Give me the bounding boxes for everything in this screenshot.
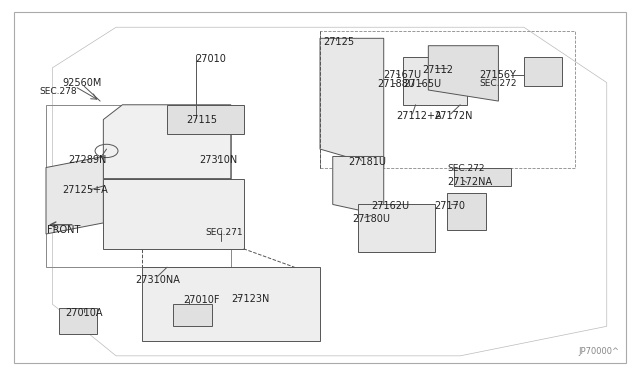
Text: 27156Y: 27156Y <box>479 70 516 80</box>
Text: 27172N: 27172N <box>435 111 473 121</box>
Polygon shape <box>333 157 384 215</box>
Text: 27010: 27010 <box>196 54 227 64</box>
Polygon shape <box>103 179 244 249</box>
Text: SEC.271: SEC.271 <box>205 228 243 237</box>
Text: JP70000^: JP70000^ <box>579 347 620 356</box>
Text: 27172NA: 27172NA <box>447 177 493 187</box>
Polygon shape <box>46 157 103 234</box>
Text: FRONT: FRONT <box>47 225 81 235</box>
Text: 27181U: 27181U <box>349 157 387 167</box>
Text: 27310N: 27310N <box>199 155 237 165</box>
Text: 27310NA: 27310NA <box>135 275 180 285</box>
Text: 27010A: 27010A <box>65 308 102 318</box>
Polygon shape <box>403 57 467 105</box>
Text: 27165U: 27165U <box>403 80 441 89</box>
Polygon shape <box>103 105 231 179</box>
Polygon shape <box>59 308 97 334</box>
Text: 27125+A: 27125+A <box>62 185 108 195</box>
Polygon shape <box>320 38 384 167</box>
Text: SEC.272: SEC.272 <box>479 79 517 88</box>
Polygon shape <box>173 304 212 326</box>
Text: SEC.278: SEC.278 <box>40 87 77 96</box>
Text: 27170: 27170 <box>435 201 466 211</box>
Text: 27112: 27112 <box>422 65 453 75</box>
Text: 27112+A: 27112+A <box>396 111 442 121</box>
Polygon shape <box>447 193 486 230</box>
Polygon shape <box>141 267 320 341</box>
Polygon shape <box>428 46 499 101</box>
Polygon shape <box>358 205 435 253</box>
Text: 92560M: 92560M <box>62 78 101 88</box>
Text: 27188U: 27188U <box>378 80 415 89</box>
Text: SEC.272: SEC.272 <box>447 164 485 173</box>
Text: 27180U: 27180U <box>352 214 390 224</box>
Text: 27123N: 27123N <box>231 294 269 304</box>
Polygon shape <box>524 57 562 86</box>
Text: 27162U: 27162U <box>371 201 409 211</box>
Text: 27167U: 27167U <box>384 70 422 80</box>
Text: 27125: 27125 <box>323 37 355 47</box>
Polygon shape <box>167 105 244 134</box>
Polygon shape <box>454 167 511 186</box>
Text: 27289N: 27289N <box>68 155 107 165</box>
Text: 27115: 27115 <box>186 115 217 125</box>
Text: 27010F: 27010F <box>183 295 220 305</box>
